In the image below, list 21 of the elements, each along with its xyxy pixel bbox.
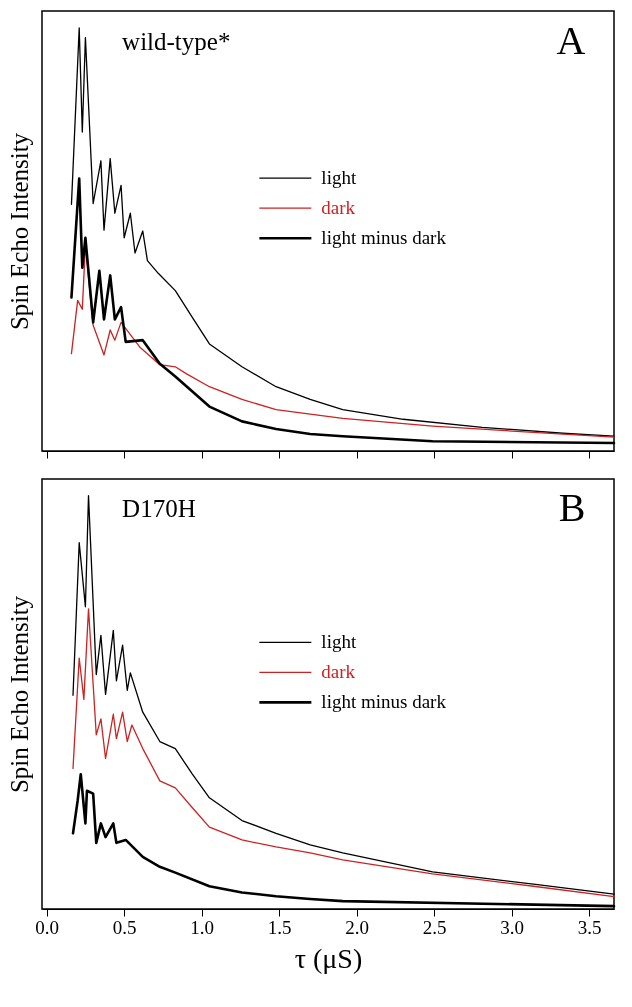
- legend-label: light: [321, 631, 357, 653]
- legend-label: light minus dark: [321, 691, 447, 713]
- legend-label: dark: [321, 197, 356, 219]
- x-tick-label: 3.5: [577, 916, 602, 938]
- x-tick-label: 2.0: [345, 916, 370, 938]
- annotation: A: [556, 17, 586, 63]
- legend-label: dark: [321, 661, 356, 683]
- x-tick-label: 2.5: [422, 916, 447, 938]
- legend-label: light: [321, 167, 357, 189]
- y-axis-title: Spin Echo Intensity: [5, 132, 33, 331]
- x-tick-label: 3.0: [500, 916, 525, 938]
- x-tick-label: 0.0: [35, 916, 60, 938]
- x-tick-label: 0.5: [112, 916, 137, 938]
- annotation: B: [558, 485, 586, 531]
- annotation: D170H: [122, 495, 196, 523]
- legend-label: light minus dark: [321, 227, 447, 249]
- x-axis-title: τ (μS): [294, 942, 363, 974]
- annotation: wild-type*: [122, 27, 231, 55]
- x-tick-label: 1.0: [190, 916, 215, 938]
- x-tick-label: 1.5: [267, 916, 292, 938]
- y-axis-title: Spin Echo Intensity: [5, 595, 33, 794]
